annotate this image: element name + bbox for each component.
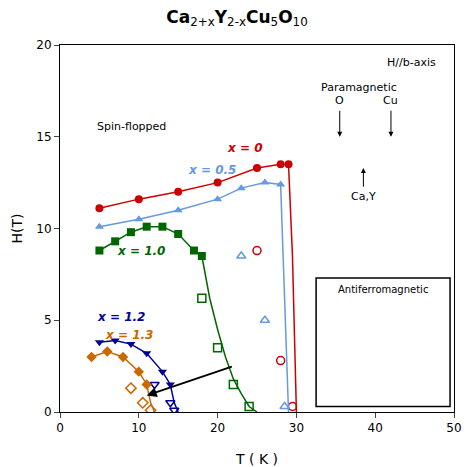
svg-text:H//b-axis: H//b-axis [387,56,436,69]
svg-text:0: 0 [56,421,64,435]
svg-text:H(T): H(T) [9,213,25,243]
svg-text:20: 20 [36,38,51,52]
svg-text:30: 30 [289,421,304,435]
svg-text:x = 1.0: x = 1.0 [117,244,165,258]
svg-text:x = 0: x = 0 [227,141,263,155]
svg-text:10: 10 [36,222,51,236]
svg-text:O: O [335,94,344,107]
svg-text:10: 10 [131,421,146,435]
svg-text:40: 40 [368,421,383,435]
svg-text:Paramagnetic: Paramagnetic [321,81,397,94]
svg-text:Cu: Cu [383,94,398,107]
svg-text:Spin-flopped: Spin-flopped [97,120,166,133]
svg-text:Antiferromagnetic: Antiferromagnetic [338,284,428,295]
svg-text:Ca​2+x​Y​2-x​Cu​5​O​10​: Ca​2+x​Y​2-x​Cu​5​O​10​ [166,7,308,30]
svg-text:0: 0 [44,405,52,419]
svg-text:50: 50 [446,421,461,435]
svg-text:15: 15 [36,130,51,144]
svg-text:20: 20 [210,421,225,435]
svg-text:Ca,Y: Ca,Y [351,190,376,203]
svg-text:T ( K ): T ( K ) [235,451,278,467]
svg-text:x = 1.3: x = 1.3 [105,328,153,342]
svg-text:5: 5 [44,313,52,327]
svg-text:x = 0.5: x = 0.5 [188,163,236,177]
svg-text:x = 1.2: x = 1.2 [97,310,145,324]
